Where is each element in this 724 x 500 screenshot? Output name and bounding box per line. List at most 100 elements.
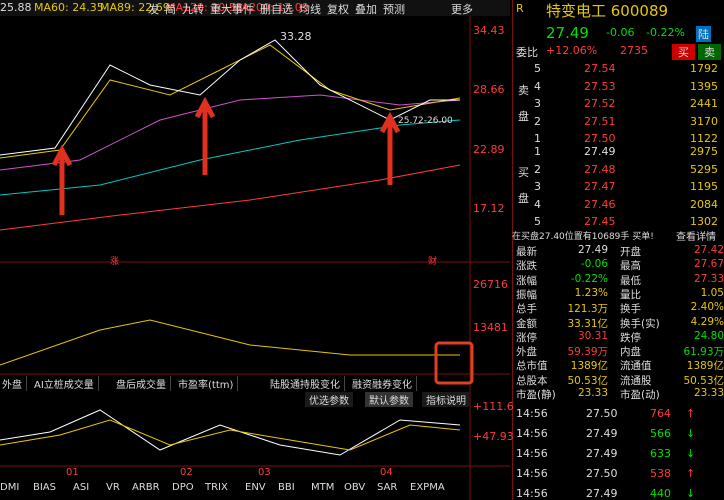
- tab[interactable]: AI立桩成交量: [34, 376, 99, 391]
- bid-price: 27.49: [584, 145, 616, 158]
- stat-label: 内盘: [620, 346, 641, 359]
- badge: R: [516, 2, 524, 15]
- stat-value: 23.33: [693, 387, 724, 399]
- bid-price: 27.48: [584, 162, 616, 176]
- tab[interactable]: 盘后成交量: [116, 376, 171, 391]
- ask-volume: 2441: [690, 97, 718, 110]
- level: 1: [534, 132, 541, 145]
- stat-label: 流通值: [620, 360, 652, 373]
- volume-ma: [0, 319, 460, 366]
- ma-line: [0, 94, 461, 171]
- stat-value: 27.42: [693, 244, 724, 256]
- stat-value: 23.33: [577, 387, 608, 399]
- level: 5: [534, 62, 541, 75]
- stat-label: 总市值: [516, 360, 548, 373]
- trade-volume: 440: [650, 487, 671, 500]
- trade-direction: ↓: [686, 487, 696, 500]
- bid-volume: 2975: [690, 145, 718, 158]
- level: 2: [534, 114, 541, 128]
- stat-value: 59.39万: [567, 346, 608, 359]
- trade-price: 27.49: [586, 427, 618, 440]
- trade-volume: 566: [650, 427, 671, 440]
- trade-direction: ↑: [686, 467, 696, 480]
- tab[interactable]: 融资融券变化: [352, 376, 417, 391]
- stat-label: 流通股: [620, 374, 652, 387]
- indicator-tab[interactable]: MTM: [311, 482, 335, 493]
- toolbar-button[interactable]: 九转: [182, 3, 204, 16]
- toolbar-button[interactable]: 简: [165, 3, 176, 16]
- quote-panel: [512, 0, 724, 500]
- last-price: 27.49: [546, 24, 589, 42]
- sell-button[interactable]: 卖: [698, 44, 721, 60]
- trade-price: 27.50: [586, 407, 618, 420]
- toolbar-button[interactable]: 复权: [327, 3, 349, 16]
- indicator-tab[interactable]: TRIX: [205, 482, 228, 493]
- toolbar-button[interactable]: 更多: [451, 3, 473, 16]
- ma-legend: 25.88: [0, 1, 32, 14]
- trade-direction: ↑: [686, 407, 696, 420]
- buy-button[interactable]: 买: [672, 44, 695, 60]
- param-button[interactable]: 默认参数: [365, 392, 413, 407]
- stat-value: 2.40%: [690, 301, 724, 314]
- stat-label: 振幅: [516, 288, 537, 301]
- ask-volume: 3170: [690, 114, 718, 128]
- ma-legend: MA60: 24.35: [34, 1, 104, 14]
- toolbar-button[interactable]: 发: [148, 3, 159, 16]
- stat-value: 24.80: [693, 329, 724, 342]
- stat-value: 27.49: [577, 244, 608, 256]
- indicator-tab[interactable]: DPO: [172, 482, 194, 493]
- indicator-tab[interactable]: VR: [106, 482, 120, 493]
- stat-label: 涨跌: [516, 260, 537, 273]
- toolbar-button[interactable]: 删自选: [260, 3, 293, 16]
- indicator-tab[interactable]: DMI: [0, 482, 20, 493]
- level: 4: [534, 79, 541, 93]
- indicator-tab[interactable]: OBV: [344, 482, 366, 493]
- toolbar-button[interactable]: 均线: [299, 3, 321, 16]
- stat-label: 最低: [620, 274, 641, 287]
- indicator-tab[interactable]: BIAS: [33, 482, 56, 493]
- indicator-tab[interactable]: BBI: [278, 482, 295, 493]
- bid-volume: 2084: [690, 197, 718, 211]
- tag: 陆: [696, 26, 711, 42]
- trade-time: 14:56: [516, 427, 548, 440]
- ask-volume: 1395: [690, 79, 718, 93]
- indicator-axis-label: +111.6: [473, 400, 514, 413]
- indicator-tab[interactable]: EXPMA: [410, 482, 445, 493]
- arrow: [51, 144, 73, 215]
- indicator-tab[interactable]: ENV: [245, 482, 266, 493]
- param-button[interactable]: 优选参数: [305, 392, 353, 407]
- ma-legend: MA200: 17.09: [232, 1, 309, 14]
- month-label: 01: [66, 467, 79, 478]
- detail-link[interactable]: 查看详情: [676, 232, 716, 243]
- toolbar-button[interactable]: 重大事件: [210, 3, 254, 16]
- trade-time: 14:56: [516, 487, 548, 500]
- stat-label: 金额: [516, 317, 537, 330]
- indicator-tab[interactable]: ASI: [73, 482, 90, 493]
- tab[interactable]: 外盘: [2, 376, 27, 391]
- tab[interactable]: 市盈率(ttm): [178, 376, 239, 391]
- stat-value: 27.67: [693, 258, 724, 271]
- ask-price: 27.54: [584, 62, 616, 75]
- ma-line: [0, 164, 461, 231]
- toolbar-button[interactable]: 叠加: [355, 3, 377, 16]
- side-label: 卖盘: [518, 84, 529, 123]
- level: 1: [534, 145, 541, 158]
- stat-value: 1.05: [700, 286, 724, 299]
- indicator-tab[interactable]: SAR: [377, 482, 398, 493]
- trade-price: 27.50: [586, 467, 618, 480]
- stat-value: 27.33: [693, 272, 724, 285]
- stat-label: 跌停: [620, 331, 641, 344]
- param-button[interactable]: 指标说明: [422, 392, 470, 407]
- level: 2: [534, 162, 541, 176]
- bid-volume: 1195: [690, 180, 718, 193]
- toolbar-button[interactable]: 预测: [383, 3, 405, 16]
- indicator-tab[interactable]: ARBR: [132, 482, 160, 493]
- ma-line: [0, 119, 461, 196]
- tab[interactable]: 陆股通持股变化: [270, 376, 345, 391]
- stat-label: 涨幅: [516, 274, 537, 287]
- stat-value: 1389亿: [686, 360, 724, 373]
- trade-time: 14:56: [516, 407, 548, 420]
- change: -0.06: [606, 26, 635, 39]
- stat-label: 总手: [516, 303, 537, 316]
- ma-legend: MA120: 20.53: [166, 1, 243, 14]
